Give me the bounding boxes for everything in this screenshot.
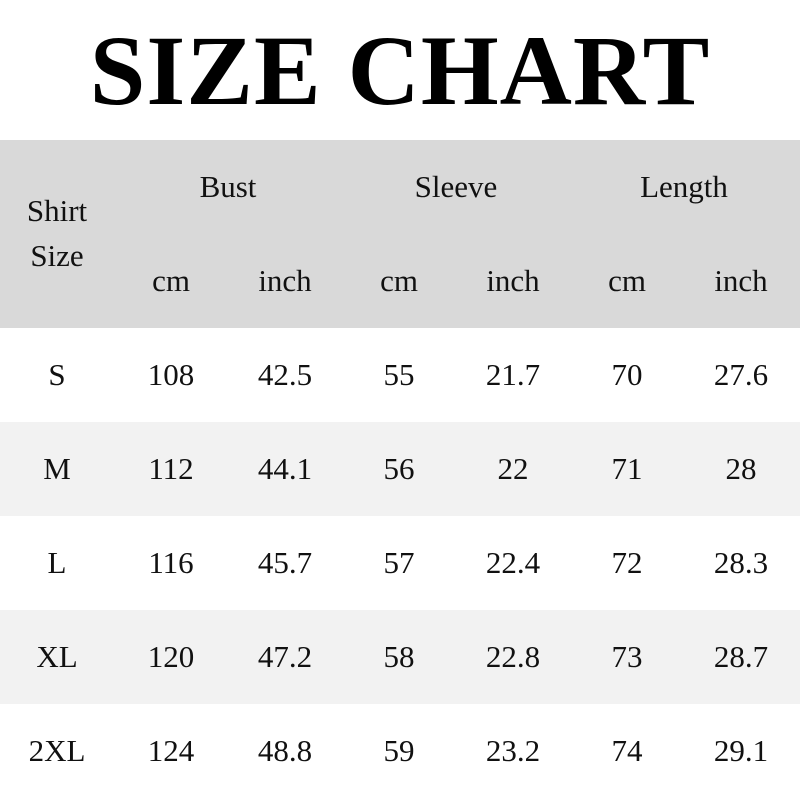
size-cell: M xyxy=(43,450,71,486)
value-cell: 59 xyxy=(383,732,415,768)
unit-header: inch xyxy=(714,262,768,298)
value-cell: 22 xyxy=(497,450,529,486)
value-cell: 22.8 xyxy=(485,638,541,674)
size-cell: XL xyxy=(36,638,78,674)
unit-header: inch xyxy=(258,262,312,298)
table-header: Shirt Size Bust Sleeve Length cm inch cm in… xyxy=(0,140,800,328)
value-cell: 23.2 xyxy=(485,732,541,768)
value-cell: 74 xyxy=(611,732,643,768)
bust-header: Bust xyxy=(199,168,257,204)
value-cell: 58 xyxy=(383,638,415,674)
value-cell: 56 xyxy=(383,450,415,486)
page-title: SIZE CHART xyxy=(89,14,711,126)
value-cell: 28.3 xyxy=(713,544,769,580)
value-cell: 55 xyxy=(383,356,415,392)
value-cell: 21.7 xyxy=(485,356,541,392)
value-cell: 120 xyxy=(147,638,195,674)
value-cell: 27.6 xyxy=(713,356,769,392)
value-cell: 112 xyxy=(148,450,194,486)
value-cell: 29.1 xyxy=(713,732,769,768)
value-cell: 28 xyxy=(725,450,757,486)
sleeve-header: Sleeve xyxy=(414,168,498,204)
value-cell: 45.7 xyxy=(257,544,313,580)
table-row: S 108 42.5 55 21.7 70 27.6 xyxy=(0,328,800,422)
shirt-size-header: Shirt Size xyxy=(26,193,88,273)
value-cell: 42.5 xyxy=(257,356,313,392)
size-cell: S xyxy=(48,356,66,392)
value-cell: 28.7 xyxy=(713,638,769,674)
value-cell: 47.2 xyxy=(257,638,313,674)
value-cell: 71 xyxy=(611,450,643,486)
table-row: L 116 45.7 57 22.4 72 28.3 xyxy=(0,516,800,610)
value-cell: 48.8 xyxy=(257,732,313,768)
table-row: XL 120 47.2 58 22.8 73 28.7 xyxy=(0,610,800,704)
unit-header: cm xyxy=(152,262,190,298)
size-cell: L xyxy=(47,544,67,580)
size-cell: 2XL xyxy=(28,732,86,768)
value-cell: 108 xyxy=(147,356,195,392)
unit-header: cm xyxy=(608,262,646,298)
value-cell: 72 xyxy=(611,544,643,580)
value-cell: 57 xyxy=(383,544,415,580)
table-row: 2XL 124 48.8 59 23.2 74 29.1 xyxy=(0,704,800,798)
value-cell: 73 xyxy=(611,638,643,674)
value-cell: 124 xyxy=(147,732,195,768)
value-cell: 44.1 xyxy=(257,450,313,486)
value-cell: 22.4 xyxy=(485,544,541,580)
value-cell: 116 xyxy=(148,544,194,580)
length-header: Length xyxy=(640,168,728,204)
unit-header: inch xyxy=(486,262,540,298)
value-cell: 70 xyxy=(611,356,643,392)
table-row: M 112 44.1 56 22 71 28 xyxy=(0,422,800,516)
unit-header: cm xyxy=(380,262,418,298)
